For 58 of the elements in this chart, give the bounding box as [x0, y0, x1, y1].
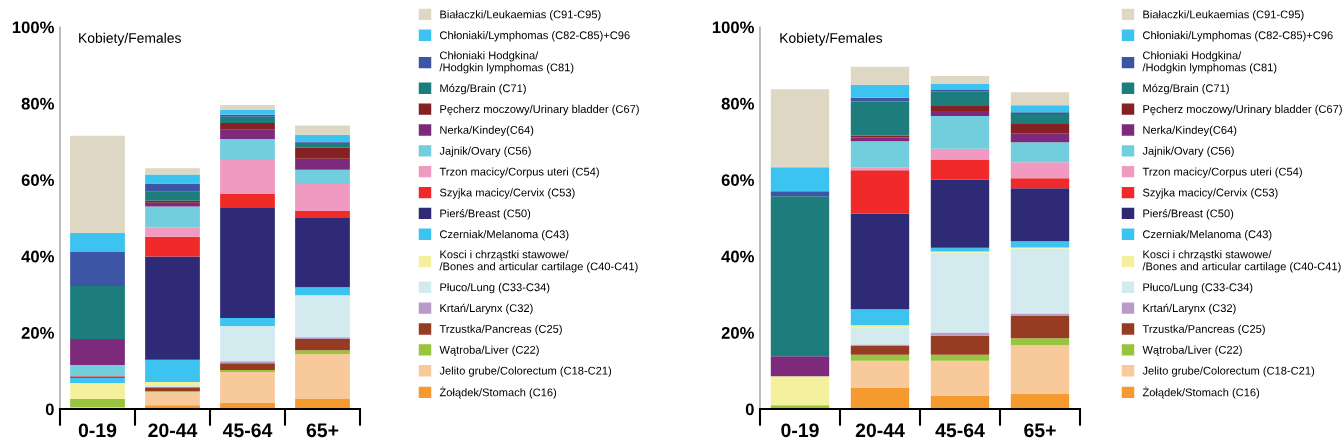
x-tick-label: 20-44: [855, 423, 905, 438]
legend-label: Czerniak/Melanoma (C43): [1143, 230, 1272, 241]
y-tick-label: 20%: [721, 327, 755, 339]
y-tick-label: 100%: [712, 21, 755, 34]
x-tick-label: 45-64: [222, 423, 273, 438]
legend-label: Chłoniaki Hodgkina/ /Hodgkin lymphomas (C81): [439, 51, 574, 74]
y-tick-label: 20%: [21, 327, 55, 339]
legend-label: Jelito grube/Colorectum (C18-C21): [1142, 366, 1315, 377]
x-tick-label: 65+: [1024, 423, 1056, 438]
y-tick-label: 80%: [721, 97, 755, 110]
legend-label: Białaczki/Leukaemias (C91-C95): [1143, 10, 1304, 21]
legend-label: Pęcherz moczowy/Urinary bladder (C67): [440, 104, 639, 116]
legend-label: Trzon macicy/Corpus uteri (C54): [1142, 167, 1302, 178]
y-tick-label: 40%: [721, 250, 755, 263]
legend-label: Pierś/Breast (C50): [440, 209, 531, 220]
legend-label: Wątroba/Liver (C22): [439, 345, 539, 356]
x-tick-label: 45-64: [935, 423, 985, 438]
legend-label: Krtań/Larynx (C32): [1143, 303, 1236, 315]
legend-label: Chłoniaki/Lymphomas (C82-C85)+C96: [440, 31, 630, 42]
chart-title: Kobiety/Females: [79, 32, 181, 46]
legend-label: Nerka/Kindey(C64): [1143, 125, 1237, 137]
legend-label: Kosci i chrząstki stawowe/ /Bones and articular cartilage (C40-C41): [1142, 250, 1341, 273]
legend-label: Płuco/Lung (C33-C34): [1143, 283, 1253, 294]
legend-label: Jajnik/Ovary (C56): [1142, 146, 1234, 157]
legend-label: Pierś/Breast (C50): [1143, 209, 1234, 220]
legend-label: Trzon macicy/Corpus uteri (C54): [439, 167, 599, 178]
x-tick-label: 20-44: [148, 423, 198, 438]
y-tick-label: 60%: [721, 174, 755, 186]
y-tick-label: 0: [45, 403, 54, 416]
legend-label: Szyjka macicy/Cervix (C53): [1142, 188, 1278, 199]
legend-label: Mózg/Brain (C71): [1143, 83, 1229, 95]
x-tick-label: 65+: [306, 423, 339, 438]
legend-label: Pęcherz moczowy/Urinary bladder (C67): [1143, 104, 1342, 116]
y-tick-label: 100%: [12, 21, 55, 34]
legend-label: Trzustka/Pancreas (C25): [1142, 324, 1265, 336]
legend-label: Szyjka macicy/Cervix (C53): [439, 188, 575, 199]
y-tick-label: 0: [745, 403, 754, 416]
legend-label: Czerniak/Melanoma (C43): [440, 230, 569, 241]
x-tick-label: 0-19: [78, 423, 117, 438]
legend-label: Żołądek/Stomach (C16): [439, 386, 557, 399]
legend-label: Jelito grube/Colorectum (C18-C21): [439, 366, 612, 377]
legend-label: Wątroba/Liver (C22): [1142, 345, 1242, 356]
legend-label: Mózg/Brain (C71): [440, 83, 526, 95]
legend-label: Kosci i chrząstki stawowe/ /Bones and articular cartilage (C40-C41): [439, 250, 638, 273]
y-tick-label: 80%: [21, 97, 55, 110]
x-tick-label: 0-19: [781, 423, 819, 438]
legend-label: Płuco/Lung (C33-C34): [440, 283, 550, 294]
legend-label: Krtań/Larynx (C32): [440, 303, 533, 315]
legend-label: Białaczki/Leukaemias (C91-C95): [440, 10, 601, 21]
y-tick-label: 60%: [21, 174, 55, 186]
y-tick-label: 40%: [21, 250, 55, 263]
legend-label: Nerka/Kindey(C64): [440, 125, 534, 137]
legend-label: Jajnik/Ovary (C56): [439, 146, 531, 157]
chart-title: Kobiety/Females: [780, 32, 883, 46]
legend-label: Chłoniaki Hodgkina/ /Hodgkin lymphomas (C81): [1142, 51, 1277, 74]
legend-label: Chłoniaki/Lymphomas (C82-C85)+C96: [1143, 31, 1333, 42]
legend-label: Trzustka/Pancreas (C25): [439, 324, 562, 336]
legend-label: Żołądek/Stomach (C16): [1142, 386, 1260, 399]
